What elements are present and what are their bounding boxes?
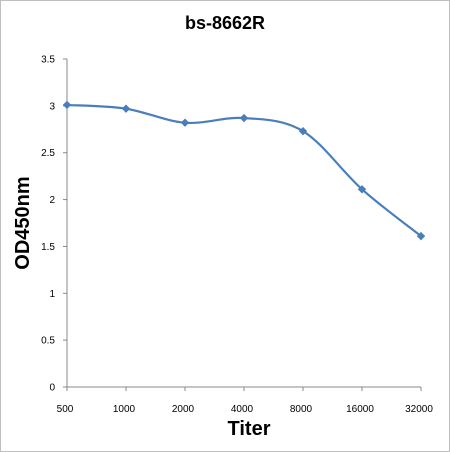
x-tick-label: 1000 <box>113 404 136 415</box>
data-point <box>62 100 72 110</box>
y-axis-ticks: 0 0.5 1 1.5 2 2.5 3 3.5 <box>41 55 67 394</box>
y-tick-label: 0.5 <box>41 336 55 347</box>
y-tick-label: 1 <box>49 289 55 300</box>
x-axis-ticks: 500 1000 2000 4000 8000 16000 32000 <box>57 387 433 415</box>
x-tick-label: 8000 <box>290 404 313 415</box>
y-tick-label: 2 <box>49 195 55 206</box>
x-tick-label: 500 <box>57 404 74 415</box>
data-point <box>298 126 308 136</box>
data-point <box>416 231 426 241</box>
x-tick-label: 2000 <box>172 404 195 415</box>
chart-title: bs-8662R <box>185 13 265 33</box>
x-tick-label: 32000 <box>405 404 433 415</box>
y-tick-label: 3.5 <box>41 55 55 66</box>
y-tick-label: 0 <box>49 383 55 394</box>
data-point <box>239 113 249 123</box>
y-tick-label: 2.5 <box>41 148 55 159</box>
data-point <box>121 104 131 113</box>
data-point <box>180 118 190 127</box>
y-tick-label: 3 <box>49 101 55 112</box>
x-tick-label: 16000 <box>346 404 374 415</box>
y-axis-title: OD450nm <box>12 176 34 269</box>
x-axis-title: Titer <box>228 418 271 440</box>
series-group <box>62 100 426 241</box>
y-tick-label: 1.5 <box>41 242 55 253</box>
x-tick-label: 4000 <box>231 404 254 415</box>
data-point <box>357 185 367 194</box>
series-line <box>66 103 422 237</box>
